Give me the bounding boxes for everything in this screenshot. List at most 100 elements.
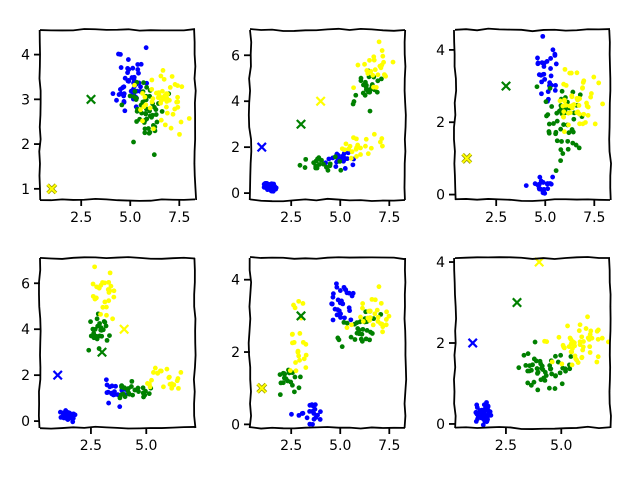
data-point-yellow <box>300 339 306 345</box>
x-tick-label: 2.5 <box>70 210 92 226</box>
data-point-green <box>149 114 154 120</box>
data-point-green <box>159 109 165 114</box>
data-point-blue <box>104 382 110 388</box>
data-point-green <box>314 165 320 171</box>
data-point-blue <box>334 284 340 290</box>
y-tick-label: 2 <box>21 137 30 153</box>
data-point-green <box>117 395 123 401</box>
data-point-green <box>354 320 360 326</box>
data-point-yellow <box>291 302 296 308</box>
data-point-green <box>570 89 576 95</box>
data-point-blue <box>552 87 558 93</box>
data-point-yellow <box>162 122 168 128</box>
data-point-yellow <box>293 360 298 365</box>
data-point-yellow <box>585 112 591 118</box>
x-tick-label: 2.5 <box>280 210 302 226</box>
data-point-yellow <box>106 279 112 285</box>
data-point-yellow <box>205 378 210 383</box>
data-point-yellow <box>169 74 175 79</box>
data-point-yellow <box>108 283 114 289</box>
data-point-yellow <box>585 104 591 110</box>
data-point-yellow <box>167 381 173 387</box>
data-point-yellow <box>596 80 602 86</box>
data-point-yellow <box>358 145 363 151</box>
x-tick-label: 5.0 <box>135 438 157 454</box>
data-point-blue <box>138 61 144 67</box>
data-point-yellow <box>370 72 376 78</box>
data-point-green <box>88 333 94 339</box>
data-point-blue <box>548 56 554 61</box>
data-point-green <box>107 333 112 338</box>
subplot-2: 2.5 5.0 7.5 0 2 4 6 <box>231 27 407 226</box>
data-point-yellow <box>379 321 385 327</box>
data-point-green <box>146 391 152 397</box>
data-point-green <box>362 92 368 98</box>
data-point-blue <box>125 66 130 71</box>
data-point-blue <box>523 183 529 189</box>
data-point-blue <box>315 412 320 418</box>
data-point-green <box>127 93 133 99</box>
data-point-blue <box>317 417 323 422</box>
data-point-yellow <box>365 151 371 157</box>
y-tick-label: 4 <box>436 255 445 271</box>
subplot-3: 2.5 5.0 7.5 0 2 4 <box>436 27 612 226</box>
data-point-blue <box>535 61 541 67</box>
data-point-blue <box>332 306 338 312</box>
data-point-green <box>341 319 347 325</box>
data-point-green <box>338 167 344 173</box>
data-point-yellow <box>383 73 389 79</box>
data-point-green <box>521 352 527 358</box>
data-point-yellow <box>293 368 299 374</box>
data-point-yellow <box>570 339 576 345</box>
data-point-green <box>559 139 564 144</box>
data-point-blue <box>474 405 480 410</box>
data-point-green <box>557 370 563 376</box>
data-point-yellow <box>111 288 117 294</box>
data-point-green <box>553 129 559 135</box>
data-point-green <box>125 387 130 393</box>
data-point-green <box>558 352 564 358</box>
data-point-green <box>364 82 369 88</box>
data-point-yellow <box>591 74 597 80</box>
data-point-yellow <box>149 377 154 383</box>
data-point-yellow <box>565 323 570 329</box>
data-point-green <box>131 94 137 100</box>
data-point-green <box>153 107 159 112</box>
data-point-yellow <box>353 146 359 152</box>
data-point-yellow <box>363 136 369 142</box>
data-point-yellow <box>132 82 137 88</box>
data-point-yellow <box>569 362 575 368</box>
data-point-yellow <box>600 101 605 107</box>
data-point-green <box>525 380 531 386</box>
data-point-green <box>143 388 148 394</box>
data-point-yellow <box>570 346 575 351</box>
y-tick-label: 2 <box>21 368 30 384</box>
y-tick-label: 0 <box>231 186 240 202</box>
x-tick-label: 5.0 <box>329 210 351 226</box>
data-point-yellow <box>572 353 578 359</box>
data-point-blue <box>545 181 551 186</box>
data-point-yellow <box>146 381 152 387</box>
data-point-yellow <box>164 366 170 372</box>
data-point-yellow <box>360 305 365 311</box>
data-point-blue <box>336 308 342 314</box>
data-point-yellow <box>351 135 356 141</box>
data-point-green <box>543 99 549 105</box>
data-point-blue <box>116 92 122 97</box>
centroid-marker-green <box>97 347 107 358</box>
data-point-yellow <box>147 105 153 111</box>
data-point-green <box>577 92 583 98</box>
data-point-yellow <box>149 86 155 92</box>
data-point-yellow <box>390 59 396 65</box>
data-point-yellow <box>178 119 184 125</box>
centroid-marker-yellow <box>119 324 130 335</box>
data-point-green <box>358 75 364 81</box>
data-point-green <box>367 89 373 95</box>
data-point-green <box>531 356 537 362</box>
data-point-yellow <box>175 94 180 100</box>
data-point-yellow <box>580 80 586 85</box>
data-point-blue <box>553 83 558 88</box>
data-point-yellow <box>376 39 382 45</box>
data-point-green <box>296 385 302 391</box>
data-point-blue <box>138 84 143 90</box>
